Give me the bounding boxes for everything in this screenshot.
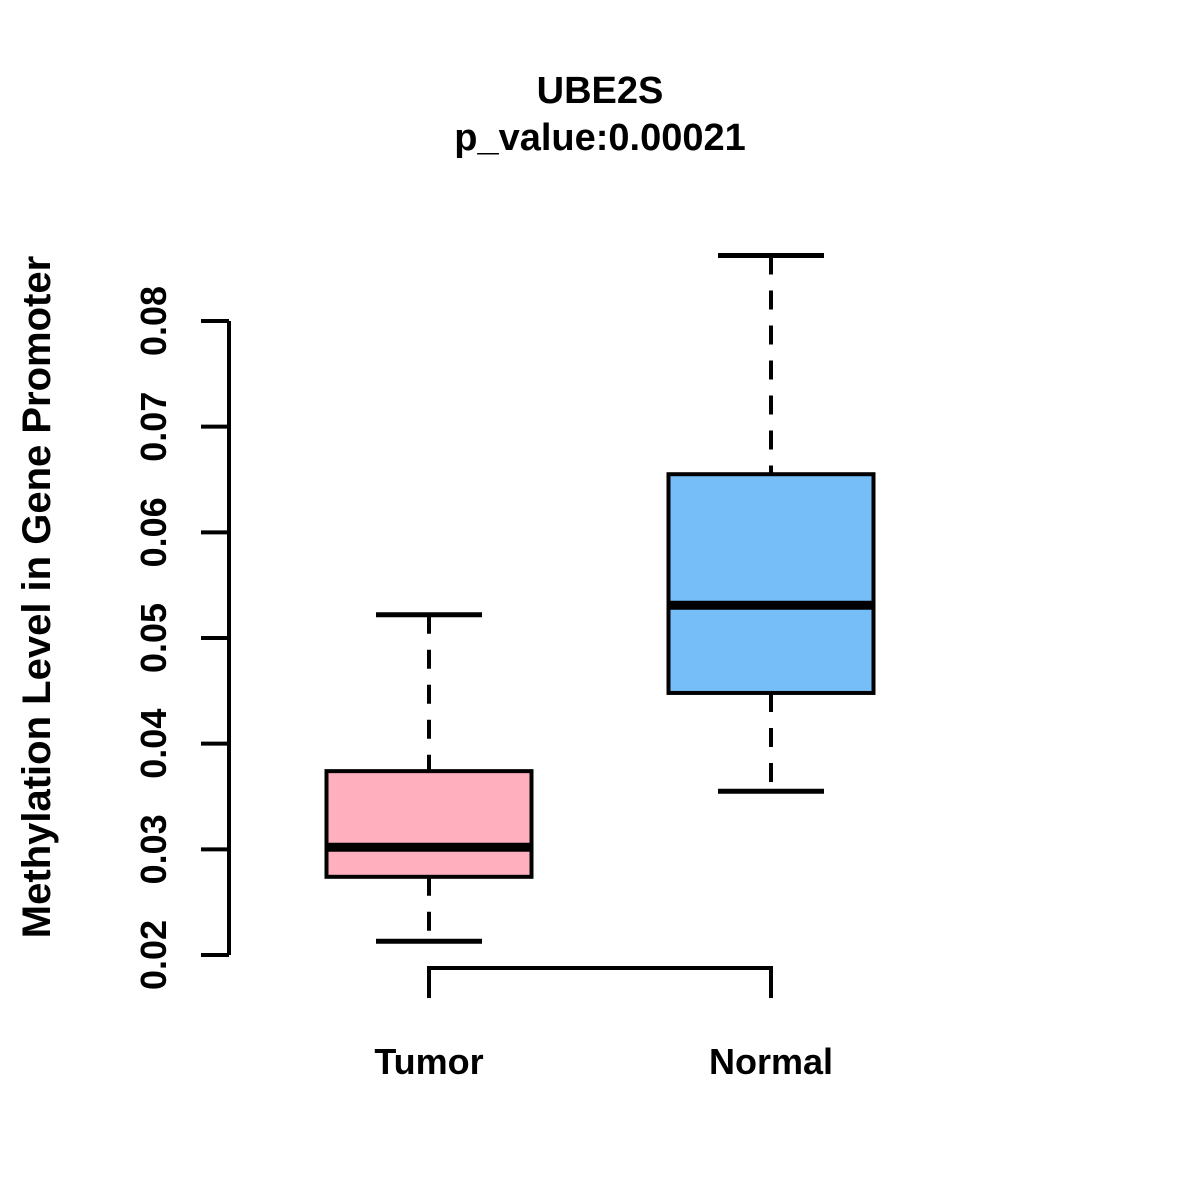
y-tick-label: 0.05 <box>133 603 174 673</box>
x-category-label-tumor: Tumor <box>374 1041 484 1082</box>
y-tick-label: 0.06 <box>133 497 174 567</box>
chart-subtitle: p_value:0.00021 <box>454 117 746 159</box>
x-axis-bracket <box>427 966 773 998</box>
box-normal <box>666 472 876 695</box>
y-tick-label: 0.03 <box>133 814 174 884</box>
y-tick-label: 0.07 <box>133 392 174 462</box>
y-tick-label: 0.04 <box>133 709 174 779</box>
y-tick-label: 0.02 <box>133 920 174 990</box>
x-category-label-normal: Normal <box>708 1041 834 1082</box>
y-tick-label: 0.08 <box>133 286 174 356</box>
chart-title: UBE2S <box>536 70 664 112</box>
box-tumor <box>324 769 534 879</box>
